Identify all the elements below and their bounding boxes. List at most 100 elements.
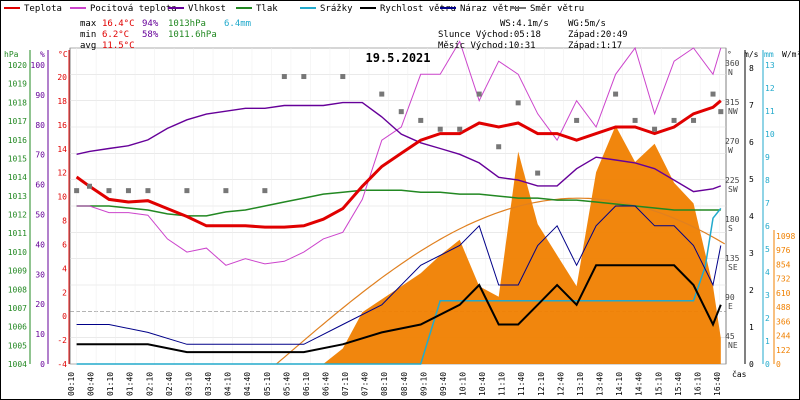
hpa-tick: 1018 [8,98,27,107]
hpa-tick: 1020 [8,61,27,70]
x-tick: 07:40 [361,372,370,396]
mm-tick: 9 [765,153,770,162]
pct-tick: 100 [31,61,46,70]
legend-label-5: Rychlost větru [380,4,456,14]
hpa-tick: 1017 [8,117,27,126]
stat-moonrise: Měsíc Východ:10:31 [438,41,536,51]
wm-tick: 122 [776,346,791,355]
x-tick: 00:10 [67,372,76,396]
wind-direction-point [652,126,658,132]
ms-tick: 2 [749,286,754,295]
x-tick: 05:10 [263,372,272,396]
x-tick: 00:40 [87,372,96,396]
deg-tick-dir: NE [728,341,738,350]
stat-min-hum: 58% [142,30,159,40]
wind-direction-point [437,126,443,132]
hpa-tick: 1008 [8,285,27,294]
pct-tick: 80 [35,121,45,130]
mm-tick: 2 [765,314,770,323]
deg-tick-dir: SE [728,263,738,272]
c-tick: 12 [57,169,67,178]
mm-tick: 13 [765,61,775,70]
legend: Teplota Pocitová teplota Vlhkost Tlak Srážky… [4,4,584,14]
deg-tick: 135 [725,254,740,263]
mm-tick: 11 [765,107,775,116]
legend-label-0: Teplota [24,4,62,14]
stat-sunset: Západ:20:49 [568,30,628,40]
stat-wg: WG:5m/s [568,19,606,29]
hpa-tick: 1005 [8,341,27,350]
x-tick: 10:40 [478,372,487,396]
wm-tick: 244 [776,332,791,341]
series-gust-line [76,205,722,345]
stat-max-label: max [80,19,97,29]
hpa-axis-label: hPa [4,50,19,59]
x-tick: 09:10 [419,372,428,396]
deg-tick-dir: W [728,146,733,155]
deg-tick-dir: SW [728,185,738,194]
time-axis-label: čas [732,369,747,379]
legend-label-2: Vlhkost [188,4,226,14]
deg-tick: 225 [725,176,740,185]
wm-tick: 1098 [776,232,795,241]
stat-min-temp: 6.2°C [102,30,129,40]
x-tick: 03:40 [204,372,213,396]
mm-axis-label: mm [764,50,774,59]
x-tick: 15:40 [674,372,683,396]
deg-tick: 45 [725,332,735,341]
wm-tick: 0 [776,360,781,369]
c-tick: 6 [62,240,67,249]
pct-tick: 60 [35,181,45,190]
wind-direction-point [613,91,619,97]
hpa-tick: 1006 [8,323,27,332]
legend-label-4: Srážky [320,4,353,14]
c-tick: 18 [57,97,67,106]
c-tick: 10 [57,193,67,202]
x-tick: 12:10 [537,372,546,396]
wind-direction-point [476,91,482,97]
wind-direction-point [184,188,190,194]
deg-tick-dir: N [728,68,733,77]
wind-direction-point [262,188,268,194]
x-tick: 08:10 [380,372,389,396]
x-tick: 14:40 [635,372,644,396]
stat-max-press: 1013hPa [168,19,206,29]
wind-direction-point [718,109,724,115]
wm-tick: 366 [776,317,791,326]
legend-label-1: Pocitová teplota [90,4,177,14]
mm-tick: 5 [765,245,770,254]
wm-tick: 610 [776,289,791,298]
pct-tick: 50 [35,211,45,220]
x-tick: 16:10 [693,372,702,396]
ms-tick: 1 [749,323,754,332]
deg-tick: 270 [725,137,740,146]
series-temperature-line [75,99,722,229]
stats-block: max 16.4°C 94% 1013hPa 6.4mm min 6.2°C 58% 1011.… [80,19,628,51]
wind-direction-point [340,74,346,80]
wind-direction-point [281,74,287,80]
deg-tick: 315 [725,98,740,107]
pct-tick: 90 [35,91,45,100]
stat-max-temp: 16.4°C [102,19,135,29]
hpa-tick: 1009 [8,267,27,276]
deg-axis-label: ° [727,50,732,59]
stat-min-label: min [80,30,96,40]
wind-direction-point [457,126,463,132]
x-tick: 11:10 [498,372,507,396]
wind-direction-point [418,117,424,123]
hpa-tick: 1016 [8,136,27,145]
x-tick: 06:40 [321,372,330,396]
stat-max-hum: 94% [142,19,159,29]
axes: hPa% °C1020101910181017101610151014101310… [4,50,800,396]
x-tick: 13:40 [596,372,605,396]
stat-avg-label: avg [80,41,96,51]
wind-direction-point [632,117,638,123]
wind-direction-point [379,91,385,97]
deg-tick-dir: NW [728,107,738,116]
stat-ws: WS:4.1m/s [500,19,549,29]
hpa-tick: 1019 [8,80,27,89]
wind-direction-point [515,100,521,106]
wm-tick: 732 [776,275,791,284]
x-tick: 16:40 [713,372,722,396]
wind-direction-point [86,183,92,189]
